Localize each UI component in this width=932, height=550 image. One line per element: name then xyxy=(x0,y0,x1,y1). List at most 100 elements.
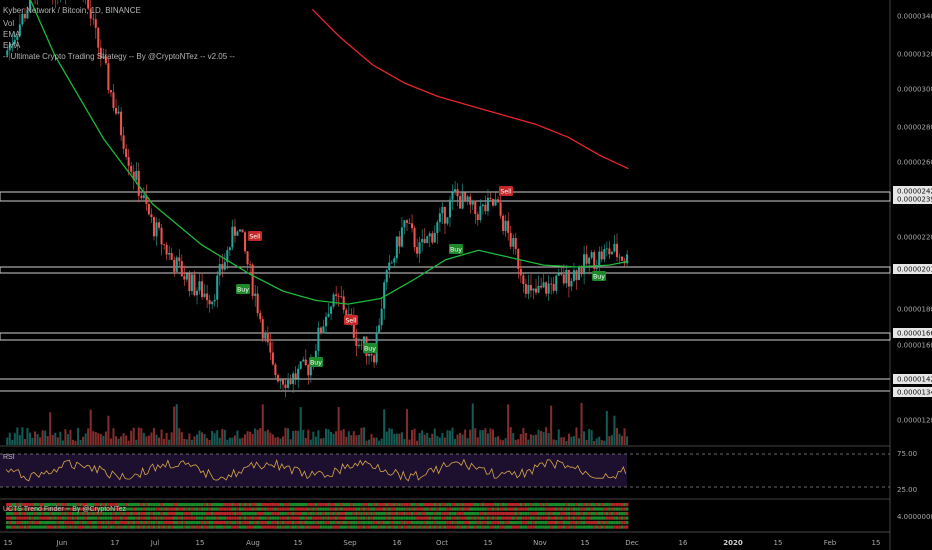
volume-bar xyxy=(517,439,520,445)
volume-bar xyxy=(540,430,543,445)
candle-body xyxy=(620,256,624,261)
svg-text:Buy: Buy xyxy=(310,359,322,366)
candle-body xyxy=(193,274,196,296)
volume-bar xyxy=(322,437,325,445)
candle-body xyxy=(322,326,325,334)
candle-body xyxy=(507,220,510,233)
volume-bar xyxy=(519,434,522,445)
candle-body xyxy=(603,249,606,260)
volume-bar xyxy=(486,433,489,445)
candle-body xyxy=(580,267,583,275)
candle-body xyxy=(527,285,530,294)
candle-body xyxy=(572,270,575,281)
volume-bar xyxy=(226,439,229,445)
volume-bar xyxy=(403,439,406,445)
candle-body xyxy=(367,353,371,357)
candle-body xyxy=(398,236,401,247)
volume-bar xyxy=(46,435,49,445)
volume-bar xyxy=(471,403,474,445)
volume-bar xyxy=(94,432,97,445)
volume-bar xyxy=(112,428,115,445)
volume-bar xyxy=(206,438,209,445)
candle-body xyxy=(238,229,241,232)
candle-body xyxy=(362,336,365,345)
volume-bar xyxy=(49,412,52,445)
candle-body xyxy=(233,226,236,236)
svg-text:Buy: Buy xyxy=(450,246,462,253)
volume-bar xyxy=(600,440,603,445)
volume-bar xyxy=(367,439,371,445)
volume-bar xyxy=(41,430,44,445)
candle-body xyxy=(441,206,444,214)
candle-body xyxy=(114,107,118,114)
candle-body xyxy=(529,285,532,291)
volume-bar xyxy=(443,437,446,445)
volume-bar xyxy=(509,427,512,445)
volume-bar xyxy=(547,432,550,445)
candle-body xyxy=(390,262,393,264)
candle-body xyxy=(6,50,9,56)
candle-body xyxy=(107,63,110,91)
candle-body xyxy=(383,282,386,309)
candle-body xyxy=(18,24,21,36)
candle-body xyxy=(261,319,264,339)
volume-bar xyxy=(572,436,575,445)
volume-bar xyxy=(180,432,183,445)
volume-bar xyxy=(421,430,424,445)
volume-bar xyxy=(441,432,444,445)
candle-body xyxy=(11,44,14,45)
volume-group xyxy=(6,402,629,445)
level-price-box xyxy=(893,328,932,338)
volume-bar xyxy=(195,434,198,445)
volume-bar xyxy=(398,433,401,445)
time-tick-label: Feb xyxy=(824,539,837,547)
volume-bar xyxy=(99,433,102,445)
candle-body xyxy=(570,280,573,287)
volume-bar xyxy=(378,440,381,445)
candle-body xyxy=(99,47,102,59)
volume-bar xyxy=(64,429,67,445)
candle-body xyxy=(203,293,206,297)
candle-body xyxy=(307,365,310,376)
candle-body xyxy=(274,364,277,376)
candle-body xyxy=(26,10,29,19)
volume-bar xyxy=(512,433,515,445)
volume-bar xyxy=(332,433,335,445)
volume-bar xyxy=(416,440,419,445)
candle-body xyxy=(540,285,543,288)
candle-body xyxy=(292,373,295,385)
candle-body xyxy=(593,252,596,269)
candle-body xyxy=(476,214,479,221)
volume-bar xyxy=(231,437,234,445)
volume-bar xyxy=(147,435,150,445)
volume-bar xyxy=(522,427,525,445)
candle-body xyxy=(319,327,322,334)
candle-body xyxy=(532,288,535,291)
volume-bar xyxy=(411,429,414,445)
volume-bar xyxy=(428,437,431,445)
candle-body xyxy=(547,283,550,294)
volume-bar xyxy=(335,431,338,445)
volume-bar xyxy=(264,431,267,445)
candle-body xyxy=(560,273,563,275)
candle-body xyxy=(502,215,505,231)
trend-finder-label: UCTS Trend Finder -- By @CryptoNTez xyxy=(3,506,127,513)
volume-bar xyxy=(388,428,391,445)
volume-bar xyxy=(567,433,570,445)
volume-bar xyxy=(355,435,358,445)
candle-body xyxy=(471,200,474,205)
volume-bar xyxy=(524,432,527,445)
volume-bar xyxy=(102,435,105,445)
volume-bar xyxy=(330,432,333,445)
time-tick-label: Sep xyxy=(343,539,357,547)
trend-finder-bars xyxy=(6,503,629,529)
volume-bar xyxy=(484,428,487,445)
time-tick-label: 15 xyxy=(581,539,590,547)
candle-body xyxy=(512,238,515,247)
volume-bar xyxy=(36,434,39,445)
candle-body xyxy=(605,248,608,250)
candle-body xyxy=(201,281,204,297)
volume-bar xyxy=(104,431,107,445)
candle-body xyxy=(428,233,431,237)
